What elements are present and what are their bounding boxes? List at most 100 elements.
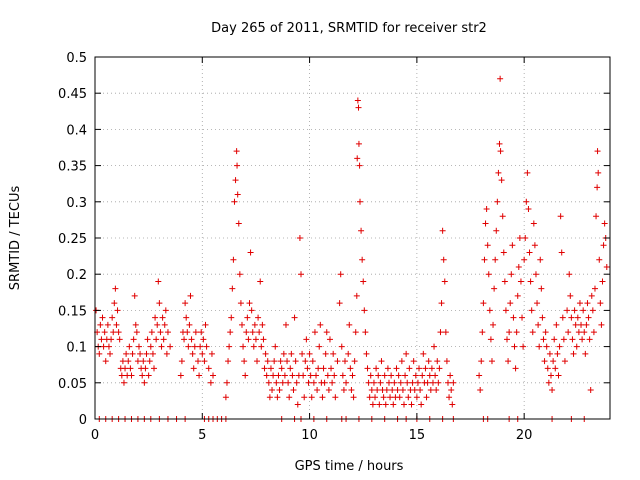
data-point xyxy=(355,104,362,111)
data-point xyxy=(594,184,601,191)
data-point xyxy=(526,249,533,256)
data-point xyxy=(102,358,109,365)
data-point xyxy=(412,372,419,379)
data-point xyxy=(247,249,254,256)
data-point xyxy=(512,365,519,372)
data-point xyxy=(139,372,146,379)
data-point xyxy=(401,401,407,408)
data-point xyxy=(293,379,300,386)
data-point xyxy=(569,336,576,343)
data-point xyxy=(105,343,112,350)
data-point xyxy=(128,372,135,379)
data-point xyxy=(292,358,299,365)
data-point xyxy=(305,379,312,386)
data-point xyxy=(585,314,592,321)
data-point xyxy=(162,307,169,314)
data-point xyxy=(237,300,244,307)
data-point xyxy=(278,365,285,372)
data-point xyxy=(123,350,130,357)
data-point xyxy=(256,329,263,336)
data-point xyxy=(517,278,524,285)
data-point xyxy=(163,350,170,357)
data-point xyxy=(282,321,289,328)
data-point xyxy=(500,249,507,256)
data-point xyxy=(513,329,520,336)
data-point xyxy=(364,365,371,372)
data-point xyxy=(190,365,197,372)
axis-ticks: 0 5 10 15 20 0 0.05 0.1 0.15 0.2 0.25 0.3 0.35 0.4 0.4… xyxy=(58,51,610,443)
data-point xyxy=(100,343,107,350)
data-point xyxy=(267,365,274,372)
data-point xyxy=(565,329,572,336)
data-point xyxy=(290,387,297,394)
data-point xyxy=(352,329,359,336)
data-point xyxy=(347,365,354,372)
data-point xyxy=(291,314,298,321)
data-point xyxy=(122,365,129,372)
data-point xyxy=(591,285,598,292)
data-point xyxy=(515,263,522,270)
data-point xyxy=(410,358,417,365)
data-point xyxy=(231,198,238,205)
data-point xyxy=(561,358,568,365)
plot-frame xyxy=(94,56,611,420)
data-point xyxy=(287,365,294,372)
data-point xyxy=(272,343,279,350)
data-point xyxy=(265,379,272,386)
data-point xyxy=(112,285,119,292)
data-point xyxy=(127,365,134,372)
data-point xyxy=(360,278,367,285)
data-point xyxy=(317,321,324,328)
data-point xyxy=(390,401,397,408)
data-point xyxy=(534,300,541,307)
data-point xyxy=(493,227,500,234)
data-point xyxy=(444,379,451,386)
data-point xyxy=(120,379,127,386)
data-point xyxy=(126,343,133,350)
data-point xyxy=(99,314,106,321)
data-point xyxy=(198,329,205,336)
data-point xyxy=(307,372,314,379)
data-point xyxy=(262,350,269,357)
data-point xyxy=(374,387,381,394)
data-point xyxy=(259,321,266,328)
data-point xyxy=(299,350,306,357)
data-point xyxy=(397,379,404,386)
data-point xyxy=(159,314,166,321)
data-point xyxy=(140,358,147,365)
data-point xyxy=(420,350,427,357)
data-point xyxy=(116,336,123,343)
data-point xyxy=(367,372,374,379)
data-point xyxy=(525,206,532,213)
data-point xyxy=(137,350,144,357)
data-point xyxy=(387,394,394,401)
data-point xyxy=(356,162,363,169)
data-point xyxy=(481,256,488,263)
data-point xyxy=(389,387,396,394)
data-point xyxy=(156,300,163,307)
data-point xyxy=(234,191,241,198)
data-point xyxy=(330,350,337,357)
data-point xyxy=(570,350,577,357)
data-point xyxy=(155,278,162,285)
data-point xyxy=(535,321,542,328)
data-point xyxy=(554,350,561,357)
data-point xyxy=(246,300,253,307)
data-point xyxy=(504,336,510,343)
data-point xyxy=(274,394,281,401)
data-point xyxy=(531,242,538,249)
data-point xyxy=(332,394,339,401)
data-point xyxy=(273,379,280,386)
data-point xyxy=(249,329,256,336)
data-point xyxy=(158,343,165,350)
data-point xyxy=(300,372,307,379)
data-point xyxy=(202,321,209,328)
data-point xyxy=(388,372,395,379)
data-point xyxy=(431,343,438,350)
data-point xyxy=(553,321,560,328)
data-point xyxy=(519,314,526,321)
data-point xyxy=(413,394,420,401)
data-point xyxy=(571,307,578,314)
data-point xyxy=(104,321,111,328)
data-point xyxy=(393,365,400,372)
